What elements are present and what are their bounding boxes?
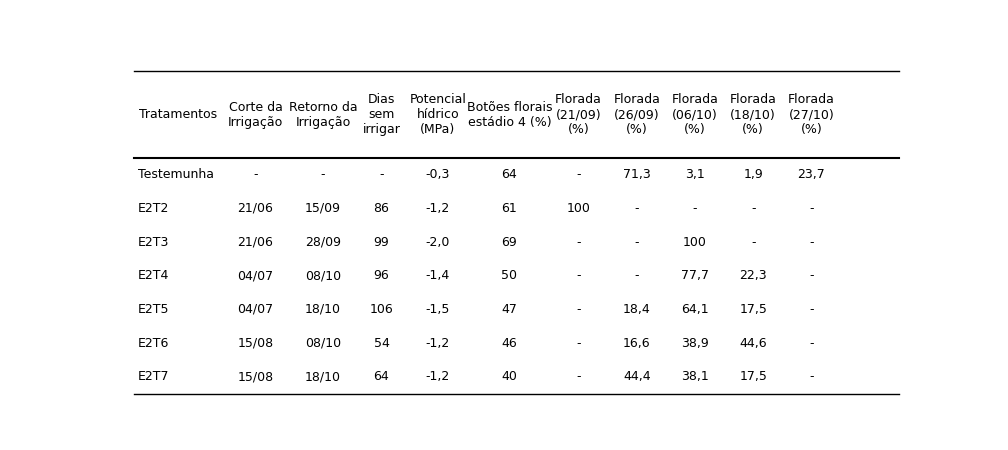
Text: E2T7: E2T7: [138, 370, 169, 383]
Text: -: -: [809, 202, 813, 215]
Text: 15/08: 15/08: [238, 337, 273, 350]
Text: 22,3: 22,3: [739, 269, 767, 282]
Text: 61: 61: [501, 202, 517, 215]
Text: E2T3: E2T3: [138, 236, 169, 248]
Text: 71,3: 71,3: [623, 168, 651, 181]
Text: -0,3: -0,3: [425, 168, 450, 181]
Text: Florada
(18/10)
(%): Florada (18/10) (%): [730, 93, 776, 136]
Text: Florada
(27/10)
(%): Florada (27/10) (%): [788, 93, 835, 136]
Text: 08/10: 08/10: [304, 337, 341, 350]
Text: E2T6: E2T6: [138, 337, 169, 350]
Text: -1,2: -1,2: [425, 337, 450, 350]
Text: -1,5: -1,5: [425, 303, 450, 316]
Text: 77,7: 77,7: [681, 269, 709, 282]
Text: 54: 54: [374, 337, 389, 350]
Text: 44,4: 44,4: [623, 370, 650, 383]
Text: Potencial
hídrico
(MPa): Potencial hídrico (MPa): [409, 93, 466, 136]
Text: 100: 100: [566, 202, 591, 215]
Text: 16,6: 16,6: [623, 337, 650, 350]
Text: 40: 40: [501, 370, 517, 383]
Text: -: -: [253, 168, 258, 181]
Text: -: -: [635, 236, 639, 248]
Text: 64,1: 64,1: [681, 303, 709, 316]
Text: -2,0: -2,0: [425, 236, 450, 248]
Text: 64: 64: [374, 370, 389, 383]
Text: 99: 99: [374, 236, 389, 248]
Text: -: -: [809, 269, 813, 282]
Text: 18/10: 18/10: [304, 370, 341, 383]
Text: 17,5: 17,5: [739, 370, 767, 383]
Text: Botões florais
estádio 4 (%): Botões florais estádio 4 (%): [467, 101, 552, 129]
Text: -: -: [577, 236, 581, 248]
Text: -: -: [577, 168, 581, 181]
Text: 38,9: 38,9: [681, 337, 709, 350]
Text: 17,5: 17,5: [739, 303, 767, 316]
Text: 15/09: 15/09: [304, 202, 341, 215]
Text: -: -: [809, 236, 813, 248]
Text: Dias
sem
irrigar: Dias sem irrigar: [363, 93, 400, 136]
Text: E2T2: E2T2: [138, 202, 169, 215]
Text: Testemunha: Testemunha: [138, 168, 214, 181]
Text: E2T5: E2T5: [138, 303, 169, 316]
Text: -: -: [577, 269, 581, 282]
Text: 50: 50: [501, 269, 517, 282]
Text: 23,7: 23,7: [797, 168, 826, 181]
Text: -: -: [321, 168, 326, 181]
Text: -: -: [809, 337, 813, 350]
Text: -: -: [809, 303, 813, 316]
Text: 106: 106: [370, 303, 393, 316]
Text: -: -: [379, 168, 384, 181]
Text: 64: 64: [501, 168, 517, 181]
Text: 18/10: 18/10: [304, 303, 341, 316]
Text: 1,9: 1,9: [743, 168, 763, 181]
Text: 38,1: 38,1: [681, 370, 709, 383]
Text: -1,4: -1,4: [425, 269, 450, 282]
Text: Corte da
Irrigação: Corte da Irrigação: [228, 101, 283, 129]
Text: Retorno da
Irrigação: Retorno da Irrigação: [288, 101, 357, 129]
Text: -: -: [577, 370, 581, 383]
Text: 04/07: 04/07: [238, 269, 273, 282]
Text: Tratamentos: Tratamentos: [139, 108, 217, 121]
Text: -: -: [751, 236, 755, 248]
Text: -: -: [692, 202, 698, 215]
Text: 28/09: 28/09: [304, 236, 341, 248]
Text: -: -: [751, 202, 755, 215]
Text: 18,4: 18,4: [623, 303, 651, 316]
Text: 08/10: 08/10: [304, 269, 341, 282]
Text: -: -: [635, 202, 639, 215]
Text: 15/08: 15/08: [238, 370, 273, 383]
Text: 3,1: 3,1: [685, 168, 705, 181]
Text: -1,2: -1,2: [425, 370, 450, 383]
Text: Florada
(26/09)
(%): Florada (26/09) (%): [613, 93, 660, 136]
Text: 44,6: 44,6: [739, 337, 767, 350]
Text: Florada
(06/10)
(%): Florada (06/10) (%): [671, 93, 719, 136]
Text: -: -: [809, 370, 813, 383]
Text: 21/06: 21/06: [238, 236, 273, 248]
Text: 86: 86: [374, 202, 389, 215]
Text: -1,2: -1,2: [425, 202, 450, 215]
Text: 04/07: 04/07: [238, 303, 273, 316]
Text: -: -: [577, 303, 581, 316]
Text: E2T4: E2T4: [138, 269, 169, 282]
Text: 96: 96: [374, 269, 389, 282]
Text: -: -: [635, 269, 639, 282]
Text: 100: 100: [683, 236, 707, 248]
Text: 47: 47: [501, 303, 517, 316]
Text: Florada
(21/09)
(%): Florada (21/09) (%): [555, 93, 602, 136]
Text: -: -: [577, 337, 581, 350]
Text: 46: 46: [501, 337, 517, 350]
Text: 21/06: 21/06: [238, 202, 273, 215]
Text: 69: 69: [501, 236, 517, 248]
